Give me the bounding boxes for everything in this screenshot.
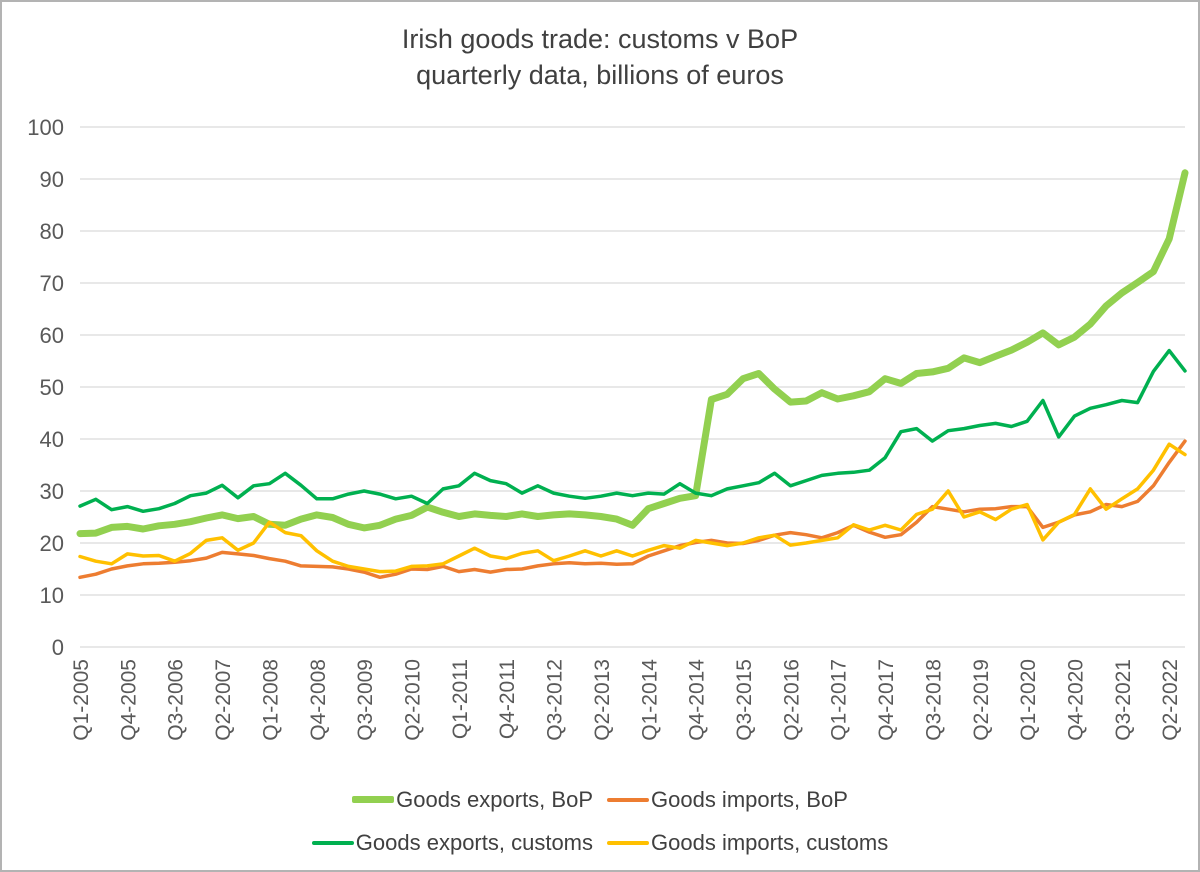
y-axis-tick-label: 50	[40, 375, 64, 400]
x-axis-tick-label: Q2-2022	[1159, 659, 1182, 741]
x-axis-tick-label: Q1-2020	[1017, 659, 1040, 741]
legend: Goods exports, BoP Goods imports, BoP Good…	[2, 778, 1198, 864]
legend-item-goods-imports-bop: Goods imports, BoP	[607, 787, 848, 813]
chart-title: Irish goods trade: customs v BoP	[401, 24, 799, 54]
x-axis-tick-label: Q2-2007	[212, 659, 235, 741]
y-axis-tick-label: 30	[40, 479, 64, 504]
x-axis-tick-label: Q3-2006	[165, 659, 188, 741]
legend-swatch-goods-exports-bop	[352, 796, 395, 803]
y-axis-tick-label: 60	[40, 323, 64, 348]
legend-item-goods-exports-bop: Goods exports, BoP	[352, 787, 593, 813]
y-axis-tick-label: 0	[52, 635, 64, 660]
x-axis-tick-label: Q4-2020	[1065, 659, 1088, 741]
legend-item-goods-exports-customs: Goods exports, customs	[311, 829, 594, 856]
series-line-goods-exports-bop	[76, 169, 1189, 538]
x-axis-tick-label: Q3-2009	[354, 659, 377, 741]
legend-swatch-goods-imports-customs	[607, 840, 650, 845]
x-axis-tick-label: Q2-2016	[780, 659, 803, 741]
y-axis-tick-label: 10	[40, 583, 64, 608]
chart-title-block: Irish goods trade: customs v BoP quarter…	[2, 22, 1198, 93]
legend-swatch-goods-imports-bop	[607, 797, 649, 802]
legend-row: Goods exports, customs Goods imports, cus…	[2, 821, 1198, 864]
y-axis-tick-label: 70	[40, 271, 64, 296]
x-axis-tick-label: Q3-2018	[922, 659, 945, 741]
x-axis-tick-label: Q4-2017	[875, 659, 898, 741]
x-axis-tick-label: Q1-2005	[70, 659, 93, 741]
x-axis-tick-label: Q1-2011	[449, 659, 472, 739]
series-line-goods-imports-customs	[78, 442, 1187, 574]
x-axis-tick-label: Q1-2014	[638, 659, 661, 741]
y-axis-tick-label: 40	[40, 427, 64, 452]
legend-label: Goods exports, customs	[355, 829, 594, 855]
legend-row: Goods exports, BoP Goods imports, BoP	[2, 778, 1198, 821]
x-axis-tick-label: Q2-2019	[970, 659, 993, 741]
legend-item-goods-imports-customs: Goods imports, customs	[607, 830, 888, 856]
chart-subtitle: quarterly data, billions of euros	[416, 59, 784, 90]
y-axis-tick-label: 90	[40, 167, 64, 192]
x-axis-tick-label: Q1-2017	[828, 659, 851, 741]
series-line-goods-exports-customs	[78, 348, 1187, 514]
x-axis-tick-label: Q1-2008	[259, 659, 282, 741]
x-axis-tick-label: Q2-2010	[402, 659, 425, 741]
x-axis-tick-label: Q4-2005	[117, 659, 140, 741]
x-axis-tick-label: Q2-2013	[591, 659, 614, 741]
x-axis-tick-label: Q4-2011	[496, 659, 519, 739]
x-axis-tick-label: Q3-2012	[544, 659, 567, 741]
legend-label: Goods exports, BoP	[396, 786, 593, 812]
x-axis-tick-label: Q3-2015	[733, 659, 756, 741]
legend-label: Goods imports, customs	[651, 829, 889, 855]
y-axis-tick-label: 80	[40, 219, 64, 244]
y-axis-tick-label: 100	[27, 115, 64, 140]
x-axis-tick-label: Q4-2008	[307, 659, 330, 741]
legend-label: Goods imports, BoP	[651, 786, 848, 812]
y-axis-tick-label: 20	[40, 531, 64, 556]
x-axis-tick-label: Q3-2021	[1112, 659, 1135, 741]
series-line-goods-imports-bop	[78, 439, 1187, 580]
legend-swatch-goods-exports-customs	[311, 840, 354, 845]
x-axis-tick-label: Q4-2014	[686, 659, 709, 741]
